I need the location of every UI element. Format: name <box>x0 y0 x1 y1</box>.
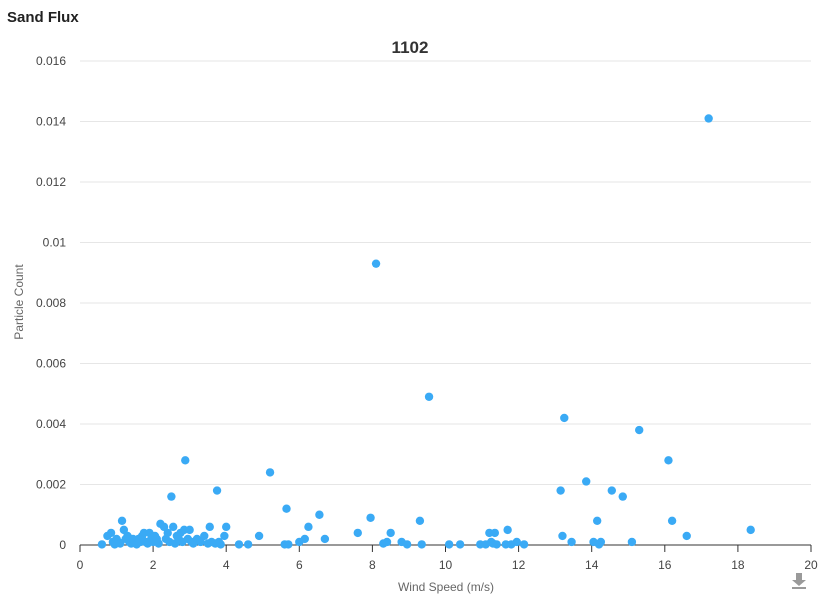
y-tick-label: 0.012 <box>36 175 66 189</box>
data-point[interactable] <box>254 531 264 541</box>
y-tick-label: 0 <box>59 538 66 552</box>
data-point[interactable] <box>415 516 425 525</box>
data-point[interactable] <box>117 516 127 525</box>
data-point[interactable] <box>402 540 412 549</box>
grid-lines <box>80 60 811 485</box>
y-axis-title: Particle Count <box>12 264 26 340</box>
data-point[interactable] <box>222 522 231 532</box>
data-point[interactable] <box>746 525 755 535</box>
data-point[interactable] <box>205 522 214 532</box>
x-tick-label: 10 <box>439 558 453 572</box>
data-point[interactable] <box>455 540 465 549</box>
y-tick-label: 0.014 <box>36 115 66 129</box>
x-tick-label: 0 <box>77 558 84 572</box>
x-tick-label: 2 <box>150 558 157 572</box>
data-point[interactable] <box>196 537 205 547</box>
x-axis-ticks: 0 2 4 6 8 10 12 14 16 18 20 <box>77 545 818 572</box>
data-point[interactable] <box>635 425 644 435</box>
y-tick-label: 0.002 <box>36 478 66 492</box>
data-point[interactable] <box>300 534 309 544</box>
data-point[interactable] <box>216 540 225 549</box>
data-point[interactable] <box>560 413 569 423</box>
x-tick-label: 14 <box>585 558 599 572</box>
data-point[interactable] <box>97 540 107 549</box>
data-point[interactable] <box>163 528 172 538</box>
data-point[interactable] <box>315 510 324 519</box>
x-tick-label: 12 <box>512 558 526 572</box>
panel-title: Sand Flux <box>7 9 79 26</box>
data-point[interactable] <box>154 539 163 548</box>
data-point[interactable] <box>567 537 576 547</box>
data-point[interactable] <box>284 540 293 549</box>
data-point[interactable] <box>592 516 602 525</box>
chart-title: 1102 <box>392 38 429 57</box>
data-point[interactable] <box>512 537 521 547</box>
data-point[interactable] <box>607 486 617 495</box>
y-tick-label: 0.016 <box>36 54 66 68</box>
y-axis-ticks: 0 0.002 0.004 0.006 0.008 0.01 0.012 0.014 0.016 <box>36 54 66 552</box>
data-point[interactable] <box>320 534 330 544</box>
data-point[interactable] <box>667 516 677 525</box>
data-point[interactable] <box>664 456 673 465</box>
data-point[interactable] <box>490 528 500 538</box>
data-point[interactable] <box>353 528 362 538</box>
data-point[interactable] <box>169 522 178 532</box>
x-tick-label: 8 <box>369 558 376 572</box>
y-tick-label: 0.01 <box>43 236 67 250</box>
data-point[interactable] <box>366 513 375 522</box>
data-point[interactable] <box>304 522 313 532</box>
data-point[interactable] <box>200 531 209 541</box>
data-point[interactable] <box>596 537 606 547</box>
x-tick-label: 4 <box>223 558 230 572</box>
data-point[interactable] <box>382 537 392 547</box>
data-points <box>97 114 755 549</box>
data-point[interactable] <box>119 525 129 535</box>
data-point[interactable] <box>556 486 565 495</box>
data-point[interactable] <box>627 537 637 547</box>
data-point[interactable] <box>704 114 713 123</box>
x-tick-label: 20 <box>804 558 818 572</box>
data-point[interactable] <box>417 540 426 549</box>
data-point[interactable] <box>220 531 229 541</box>
data-point[interactable] <box>234 540 244 549</box>
data-point[interactable] <box>265 468 275 477</box>
data-point[interactable] <box>618 492 627 501</box>
data-point[interactable] <box>503 525 512 535</box>
data-point[interactable] <box>682 531 691 541</box>
y-tick-label: 0.004 <box>36 417 66 431</box>
x-tick-label: 6 <box>296 558 303 572</box>
x-axis-title: Wind Speed (m/s) <box>398 580 494 594</box>
data-point[interactable] <box>386 528 395 538</box>
data-point[interactable] <box>444 540 454 549</box>
x-tick-label: 16 <box>658 558 672 572</box>
data-point[interactable] <box>282 504 291 513</box>
data-point[interactable] <box>212 486 222 495</box>
data-point[interactable] <box>492 540 501 549</box>
data-point[interactable] <box>106 528 116 538</box>
data-point[interactable] <box>424 392 434 401</box>
y-tick-label: 0.006 <box>36 357 66 371</box>
data-point[interactable] <box>582 477 591 486</box>
data-point[interactable] <box>558 531 567 541</box>
data-point[interactable] <box>519 540 529 549</box>
x-tick-label: 18 <box>731 558 745 572</box>
y-tick-label: 0.008 <box>36 296 66 310</box>
data-point[interactable] <box>181 456 190 465</box>
data-point[interactable] <box>167 492 176 501</box>
download-icon[interactable] <box>790 572 808 590</box>
data-point[interactable] <box>185 525 194 535</box>
data-point[interactable] <box>243 540 253 549</box>
data-point[interactable] <box>159 522 169 532</box>
data-point[interactable] <box>371 259 381 268</box>
